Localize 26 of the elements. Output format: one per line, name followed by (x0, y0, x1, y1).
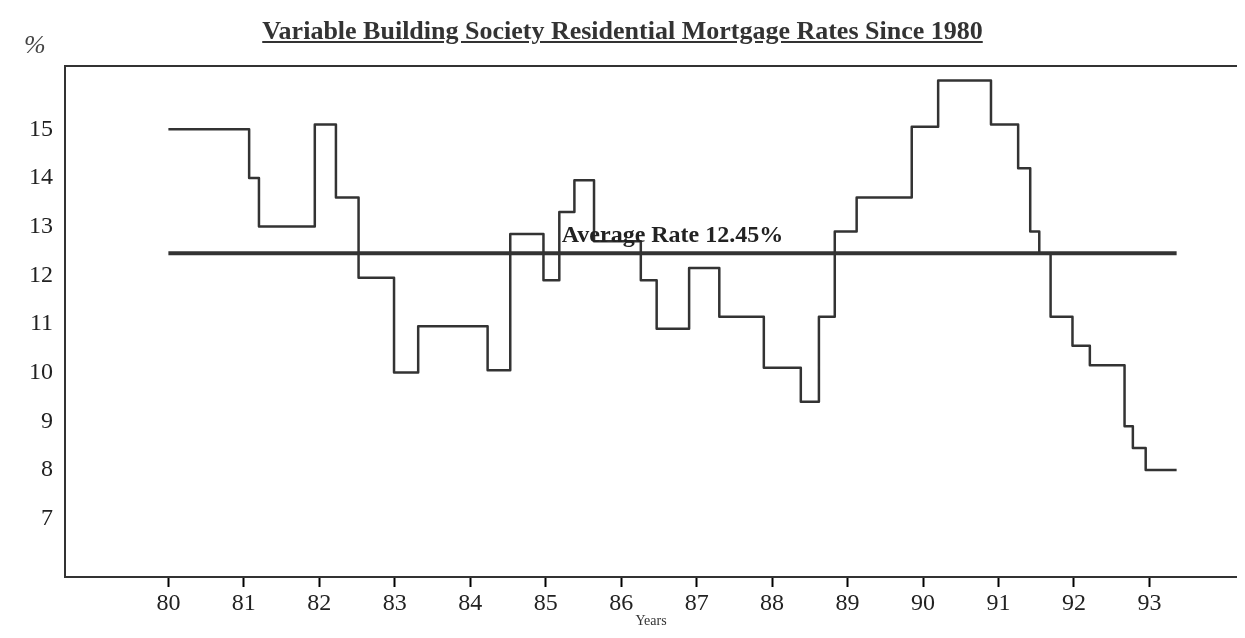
x-tick-label: 82 (307, 588, 332, 615)
y-tick-label: 15 (29, 114, 53, 141)
x-axis-title: Years (635, 613, 667, 629)
x-tick-label: 89 (835, 588, 860, 615)
y-axis-title: % (24, 30, 46, 60)
x-tick-label: 91 (986, 588, 1011, 615)
x-tick-label: 93 (1137, 588, 1162, 615)
chart-title: Variable Building Society Residential Mortgage Rates Since 1980 (262, 16, 983, 45)
x-tick-label: 85 (533, 588, 558, 615)
x-tick-label: 80 (156, 588, 181, 615)
y-tick-label: 12 (29, 260, 53, 287)
x-tick-label: 84 (458, 588, 483, 615)
x-tick-label: 83 (382, 588, 407, 615)
x-tick-label: 87 (684, 588, 709, 615)
x-tick-label: 88 (760, 588, 785, 615)
x-tick-label: 81 (231, 588, 256, 615)
y-tick-label: 7 (41, 503, 53, 530)
x-tick-label: 90 (911, 588, 936, 615)
y-tick-label: 11 (29, 309, 53, 336)
x-tick-label: 86 (609, 588, 634, 615)
y-tick-label: 8 (41, 455, 53, 482)
y-tick-label: 10 (29, 357, 53, 384)
y-tick-label: 13 (29, 211, 53, 238)
y-tick-label: 14 (29, 163, 53, 190)
y-tick-label: 9 (41, 406, 53, 433)
x-tick-label: 92 (1061, 588, 1086, 615)
